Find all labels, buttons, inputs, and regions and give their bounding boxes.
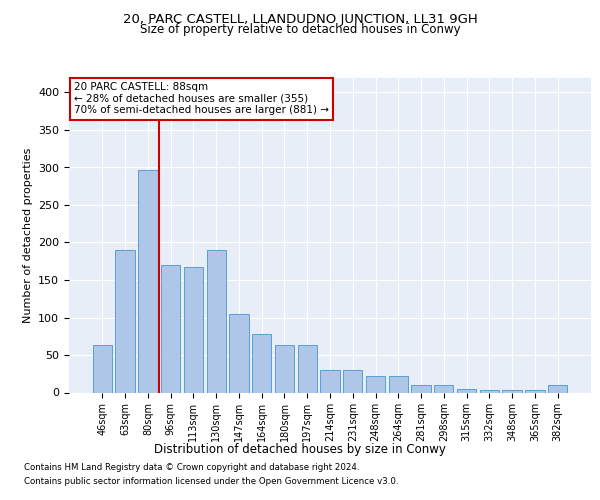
Bar xyxy=(115,250,135,392)
Bar xyxy=(298,345,317,393)
Text: Size of property relative to detached houses in Conwy: Size of property relative to detached ho… xyxy=(140,22,460,36)
Text: 20 PARC CASTELL: 88sqm
← 28% of detached houses are smaller (355)
70% of semi-de: 20 PARC CASTELL: 88sqm ← 28% of detached… xyxy=(74,82,329,116)
Bar xyxy=(457,389,476,392)
Bar xyxy=(320,370,340,392)
Text: Contains HM Land Registry data © Crown copyright and database right 2024.: Contains HM Land Registry data © Crown c… xyxy=(24,464,359,472)
Bar xyxy=(206,250,226,392)
Bar xyxy=(252,334,271,392)
Text: 20, PARC CASTELL, LLANDUDNO JUNCTION, LL31 9GH: 20, PARC CASTELL, LLANDUDNO JUNCTION, LL… xyxy=(122,12,478,26)
Bar xyxy=(138,170,158,392)
Bar xyxy=(434,385,454,392)
Y-axis label: Number of detached properties: Number of detached properties xyxy=(23,148,32,322)
Text: Distribution of detached houses by size in Conwy: Distribution of detached houses by size … xyxy=(154,442,446,456)
Bar xyxy=(343,370,362,392)
Text: Contains public sector information licensed under the Open Government Licence v3: Contains public sector information licen… xyxy=(24,477,398,486)
Bar xyxy=(229,314,248,392)
Bar xyxy=(502,390,522,392)
Bar xyxy=(479,390,499,392)
Bar xyxy=(412,385,431,392)
Bar xyxy=(525,390,545,392)
Bar xyxy=(548,385,567,392)
Bar xyxy=(184,266,203,392)
Bar xyxy=(366,376,385,392)
Bar xyxy=(161,265,181,392)
Bar xyxy=(93,345,112,393)
Bar xyxy=(275,345,294,393)
Bar xyxy=(389,376,408,392)
